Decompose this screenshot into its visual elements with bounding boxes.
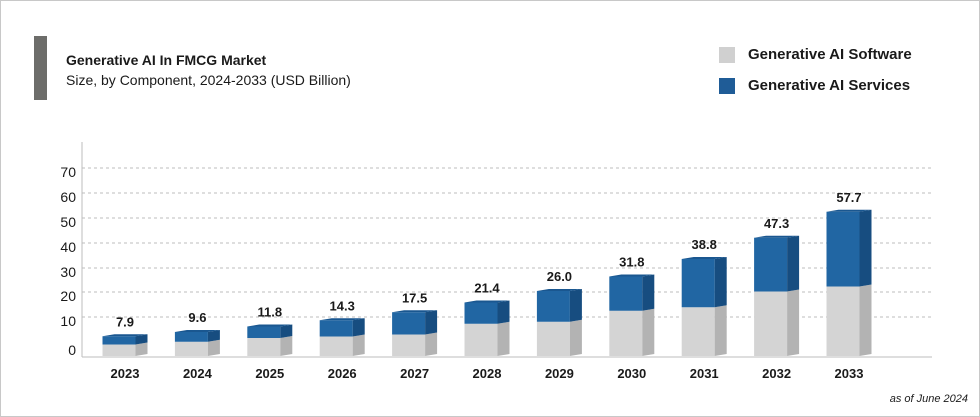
x-tick-label: 2031 [690, 366, 719, 381]
bar-services-side [352, 318, 365, 337]
bar-services-front [826, 211, 860, 287]
bar-software-side [135, 342, 148, 356]
bar-services-side [642, 274, 655, 311]
bar-software-front [319, 336, 353, 356]
bar-services-side [280, 324, 293, 338]
bar-value-label: 11.8 [258, 305, 283, 320]
bar-services-front [464, 302, 498, 324]
bar-services-top [247, 324, 293, 327]
x-tick-label: 2029 [545, 366, 574, 381]
legend-swatch-services [719, 77, 735, 94]
bar-software-front [681, 307, 715, 356]
bar-services-side [497, 300, 510, 324]
bar-services-side [207, 330, 220, 342]
bar-services-side [714, 257, 727, 308]
bar-software-front [174, 341, 208, 356]
bar-services-top [319, 318, 365, 321]
x-tick-label: 2032 [762, 366, 791, 381]
bar-value-label: 7.9 [116, 314, 134, 329]
legend-item-services: Generative AI Services [719, 77, 910, 94]
bar-services-front [247, 326, 281, 338]
bar-software-side [207, 339, 220, 356]
y-tick-label: 10 [60, 313, 76, 329]
bar-services-top [392, 310, 438, 313]
y-tick-label: 0 [68, 342, 76, 358]
bar-services-top [681, 257, 727, 259]
x-tick-label: 2023 [111, 366, 140, 381]
bar-software-side [425, 332, 438, 356]
bar-value-label: 17.5 [402, 290, 427, 305]
bar-software-side [352, 334, 365, 356]
bar-software-front [392, 334, 426, 356]
bar-software-side [280, 336, 293, 356]
bar-services-top [754, 235, 800, 238]
x-tick-label: 2028 [473, 366, 502, 381]
bar-software-front [464, 323, 498, 356]
bar-services-front [754, 237, 788, 292]
bar-value-label: 38.8 [692, 237, 717, 252]
x-tick-label: 2024 [183, 366, 213, 381]
bar-services-front [392, 312, 426, 335]
bar-services-front [681, 259, 715, 308]
x-tick-label: 2030 [617, 366, 646, 381]
bar-software-side [497, 321, 510, 356]
x-tick-label: 2033 [835, 366, 864, 381]
bar-value-label: 21.4 [474, 281, 500, 296]
bar-services-side [787, 235, 800, 292]
chart-subtitle: Size, by Component, 2024-2033 (USD Billi… [66, 72, 351, 88]
x-tick-label: 2026 [328, 366, 357, 381]
x-tick-label: 2025 [255, 366, 284, 381]
bar-services-side [425, 310, 438, 335]
legend-item-software: Generative AI Software [719, 46, 912, 63]
y-tick-label: 60 [60, 189, 76, 205]
bar-services-side [859, 209, 872, 287]
bar-value-label: 31.8 [619, 255, 644, 270]
y-tick-label: 40 [60, 239, 76, 255]
bar-value-label: 9.6 [188, 310, 206, 325]
bar-software-side [642, 308, 655, 356]
bar-software-side [569, 319, 582, 356]
bar-services-front [536, 291, 570, 322]
bar-software-side [714, 305, 727, 356]
bar-services-front [174, 332, 208, 342]
bar-software-front [609, 310, 643, 356]
bar-value-label: 14.3 [330, 298, 355, 313]
bar-value-label: 26.0 [547, 269, 572, 284]
bar-services-top [826, 209, 872, 212]
bar-services-top [102, 334, 148, 337]
bar-services-top [609, 274, 655, 277]
bar-software-front [247, 338, 281, 356]
bar-services-top [536, 289, 582, 291]
bar-services-front [609, 276, 643, 311]
bar-software-front [536, 321, 570, 356]
chart-title: Generative AI In FMCG Market [66, 52, 267, 68]
y-tick-label: 70 [60, 164, 76, 180]
bar-software-front [826, 286, 860, 356]
footnote: as of June 2024 [889, 393, 968, 405]
bar-services-side [135, 334, 148, 345]
bar-services-top [464, 300, 510, 303]
bar-software-front [754, 291, 788, 356]
legend-swatch-software [719, 46, 735, 63]
legend-label-software: Generative AI Software [748, 46, 912, 63]
y-tick-label: 50 [60, 214, 76, 230]
bar-software-side [787, 289, 800, 356]
bar-value-label: 57.7 [836, 190, 861, 205]
bar-services-front [102, 336, 136, 345]
y-tick-label: 20 [60, 288, 76, 304]
bar-software-side [859, 284, 872, 356]
bar-services-side [569, 289, 582, 322]
bar-software-front [102, 344, 136, 356]
legend-label-services: Generative AI Services [748, 77, 911, 94]
bar-value-label: 47.3 [764, 216, 789, 231]
accent-bar [34, 36, 47, 100]
bar-services-front [319, 320, 353, 337]
y-tick-label: 30 [60, 264, 76, 280]
x-tick-label: 2027 [400, 366, 429, 381]
bar-services-top [174, 330, 220, 332]
